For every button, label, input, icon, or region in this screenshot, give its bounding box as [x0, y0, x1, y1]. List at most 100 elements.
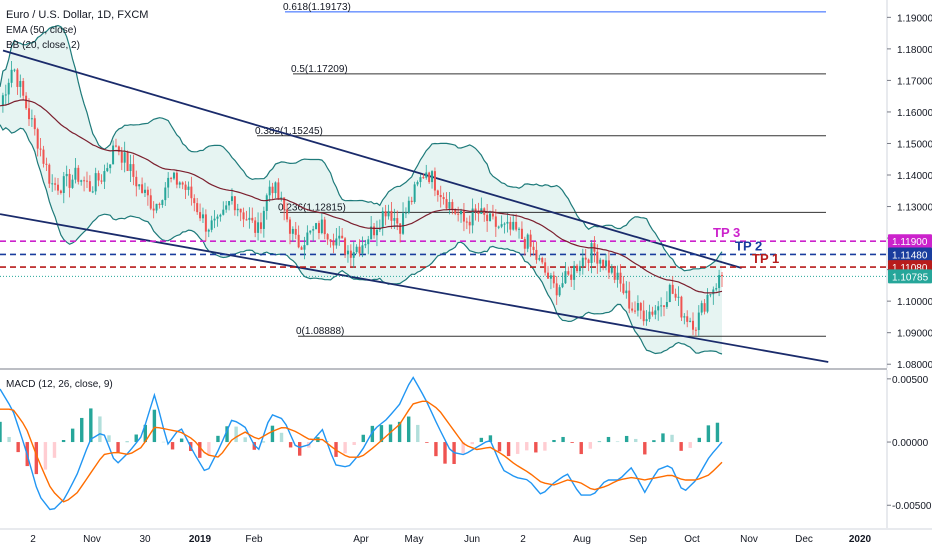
candle-body	[309, 230, 312, 233]
fib-label: 0.5(1.17209)	[291, 64, 348, 75]
candle-body	[535, 249, 538, 260]
candle-body	[329, 239, 332, 242]
candle-body	[323, 219, 326, 235]
candle-body	[654, 310, 657, 315]
candle-body	[291, 228, 294, 234]
candle-body	[703, 303, 706, 312]
legend-bb[interactable]: BB (20, close, 2)	[6, 40, 80, 51]
candle-body	[555, 283, 558, 296]
macd-histogram-bar	[652, 440, 656, 443]
candle-body	[474, 208, 477, 211]
macd-histogram-bar	[352, 442, 356, 446]
candle-body	[677, 296, 680, 298]
candle-body	[529, 234, 532, 247]
candle-body	[552, 275, 555, 284]
macd-histogram-bar	[588, 442, 593, 449]
price-badge	[888, 234, 932, 249]
candle-body	[112, 145, 115, 165]
candle-body	[45, 163, 48, 165]
candle-body	[204, 214, 207, 232]
candle-body	[22, 81, 25, 96]
candle-body	[155, 203, 158, 211]
macd-histogram-bar	[152, 409, 157, 443]
price-tick-label: 1.17000	[897, 76, 932, 87]
candle-body	[228, 201, 231, 206]
macd-histogram-bar	[606, 436, 611, 443]
legend-ema[interactable]: EMA (50, close)	[6, 25, 77, 36]
candle-body	[199, 212, 202, 219]
legend-symbol[interactable]: Euro / U.S. Dollar, 1D, FXCM	[6, 9, 148, 21]
candle-body	[59, 190, 62, 193]
candle-body	[103, 171, 106, 182]
candle-body	[187, 186, 190, 190]
macd-histogram-bar	[98, 416, 102, 443]
candle-body	[196, 203, 199, 213]
macd-histogram-bar	[234, 426, 238, 443]
macd-histogram-bar	[134, 434, 138, 443]
candle-body	[523, 238, 526, 249]
macd-histogram-bar	[89, 408, 93, 443]
candle-body	[547, 272, 550, 279]
candle-body	[526, 234, 529, 249]
candle-body	[303, 245, 306, 250]
candle-body	[10, 69, 13, 83]
macd-histogram-bar	[470, 442, 474, 445]
candle-body	[1, 95, 4, 106]
tp-label: TP 3	[713, 225, 740, 240]
candle-body	[561, 283, 564, 288]
price-badge-label: 1.11900	[892, 237, 928, 248]
fib-label: 0.382(1.15245)	[255, 126, 323, 137]
macd-histogram-bar	[225, 426, 229, 443]
candle-body	[399, 223, 402, 234]
candle-body	[33, 118, 36, 130]
macd-histogram-bar	[416, 424, 420, 443]
candle-body	[370, 226, 373, 240]
candle-body	[184, 184, 187, 190]
candle-body	[62, 176, 65, 193]
price-tick-label: 1.10000	[897, 297, 932, 308]
candle-body	[36, 129, 39, 149]
macd-histogram-bar	[170, 442, 175, 450]
macd-axis[interactable]: 0.00500 0.00000 -0.00500	[886, 370, 932, 528]
candle-body	[462, 210, 465, 222]
ema-line	[0, 99, 723, 294]
macd-histogram-bar	[715, 422, 720, 443]
candle-body	[468, 221, 471, 226]
candle-body	[590, 243, 593, 264]
candle-body	[338, 235, 341, 239]
candle-body	[265, 195, 268, 211]
candle-body	[65, 173, 68, 177]
macd-histogram-bar	[488, 435, 493, 443]
candle-body	[605, 260, 608, 267]
price-badge	[888, 247, 932, 262]
candle-body	[410, 200, 413, 202]
time-axis[interactable]: 2 Nov 30 2019 Feb Apr May Jun 2 Aug Sep Oct Nov Dec 20…	[0, 528, 932, 545]
price-tick-label: 1.14000	[897, 171, 932, 182]
candle-body	[445, 199, 448, 209]
macd-histogram-bar	[0, 421, 2, 443]
macd-histogram-bar	[697, 437, 701, 443]
time-tick-label: Feb	[245, 534, 263, 545]
price-badge-label: 1.11480	[892, 250, 928, 261]
candle-body	[361, 245, 364, 254]
candle-body	[129, 164, 132, 172]
candle-body	[27, 108, 30, 120]
candle-body	[645, 319, 648, 322]
candle-body	[88, 181, 91, 192]
ema-50-line	[0, 99, 723, 294]
candle-body	[91, 191, 94, 193]
time-tick-label: Sep	[629, 534, 647, 545]
candle-body	[520, 228, 523, 239]
macd-histogram-bar	[216, 435, 220, 443]
legend-macd[interactable]: MACD (12, 26, close, 9)	[6, 379, 113, 390]
candle-body	[578, 266, 581, 272]
candle-body	[616, 272, 619, 280]
candle-body	[13, 69, 16, 71]
candle-body	[622, 283, 625, 294]
candle-body	[375, 229, 378, 236]
candle-body	[584, 257, 587, 260]
candle-body	[48, 164, 51, 184]
candle-body	[201, 214, 204, 219]
candle-body	[297, 234, 300, 248]
time-tick-label: Nov	[83, 534, 101, 545]
